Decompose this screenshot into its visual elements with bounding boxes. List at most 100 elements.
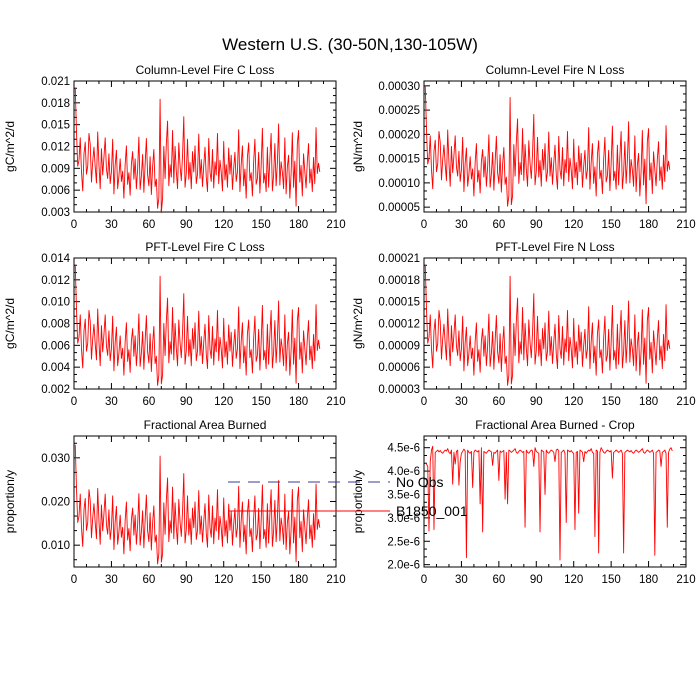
x-tick-label: 210 xyxy=(326,574,345,586)
x-tick-label: 210 xyxy=(326,396,345,408)
legend-label-b1850: B1850_001 xyxy=(396,503,468,519)
x-tick-label: 60 xyxy=(492,396,505,408)
plot-frame xyxy=(423,80,687,213)
legend-label-no-obs: No Obs xyxy=(396,474,443,490)
x-tick-label: 60 xyxy=(492,219,505,231)
x-tick-label: 30 xyxy=(455,574,468,586)
y-tick-label: 0.00005 xyxy=(378,202,420,214)
y-tick-label: 0.00020 xyxy=(378,129,420,141)
x-tick-label: 0 xyxy=(421,219,427,231)
series-line-b1850_001 xyxy=(424,264,671,386)
x-tick-label: 210 xyxy=(676,219,695,231)
y-tick-label: 0.004 xyxy=(41,362,70,374)
x-tick-label: 180 xyxy=(639,219,658,231)
x-tick-label: 30 xyxy=(455,219,468,231)
y-tick-label: 0.010 xyxy=(41,540,70,552)
x-tick-label: 120 xyxy=(214,219,233,231)
panel-title: PFT-Level Fire N Loss xyxy=(495,240,614,254)
chart-panel-1: Column-Level Fire C Loss gC/m^2/d 0 30 60 90 1… xyxy=(3,63,346,231)
y-tick-label: 0.00018 xyxy=(378,275,420,287)
x-tick-label: 150 xyxy=(602,396,621,408)
y-tick-label: 0.014 xyxy=(41,253,70,265)
chart-panel-6: Fractional Area Burned - Crop proportion/… xyxy=(351,418,696,586)
y-tick-label: 0.020 xyxy=(41,497,70,509)
y-tick-label: 0.00012 xyxy=(378,319,420,331)
x-tick-label: 30 xyxy=(105,396,118,408)
x-tick-label: 120 xyxy=(214,396,233,408)
y-tick-label: 0.010 xyxy=(41,297,70,309)
y-tick-label: 0.00025 xyxy=(378,105,420,117)
chart-panel-5: Fractional Area Burned proportion/y 0 30 60 9… xyxy=(3,418,346,586)
x-tick-label: 120 xyxy=(214,574,233,586)
plot-frame xyxy=(423,435,687,568)
y-tick-label: 0.009 xyxy=(41,163,70,175)
x-tick-label: 120 xyxy=(564,574,583,586)
x-tick-label: 30 xyxy=(105,574,118,586)
x-tick-label: 30 xyxy=(455,396,468,408)
x-tick-label: 150 xyxy=(602,219,621,231)
panel-title: Fractional Area Burned - Crop xyxy=(475,418,635,432)
x-tick-label: 180 xyxy=(639,396,658,408)
y-axis-label: gC/m^2/d xyxy=(3,121,17,172)
x-tick-label: 90 xyxy=(180,396,193,408)
x-tick-label: 0 xyxy=(421,396,427,408)
panel-title: Fractional Area Burned xyxy=(144,418,267,432)
series-line-b1850_001 xyxy=(424,85,671,207)
y-tick-label: 0.00003 xyxy=(378,384,420,396)
y-tick-label: 3.0e-6 xyxy=(387,513,420,525)
series-line-b1850_001 xyxy=(424,445,673,561)
legend: No Obs B1850_001 xyxy=(228,474,468,519)
x-tick-label: 0 xyxy=(71,219,77,231)
y-axis-label: gN/m^2/d xyxy=(351,298,365,349)
x-tick-label: 30 xyxy=(105,219,118,231)
y-tick-label: 0.00030 xyxy=(378,81,420,93)
chart-panel-3: PFT-Level Fire C Loss gC/m^2/d 0 30 60 90 120 1… xyxy=(3,240,346,408)
chart-panel-2: Column-Level Fire N Loss gN/m^2/d 0 30 60 90 1… xyxy=(351,63,696,231)
x-tick-label: 150 xyxy=(602,574,621,586)
y-tick-label: 3.5e-6 xyxy=(387,489,420,501)
x-tick-label: 0 xyxy=(71,574,77,586)
x-tick-label: 150 xyxy=(252,219,271,231)
y-tick-label: 0.00015 xyxy=(378,297,420,309)
x-tick-label: 180 xyxy=(289,574,308,586)
y-tick-label: 2.0e-6 xyxy=(387,560,420,572)
y-axis-label: gC/m^2/d xyxy=(3,298,17,349)
y-tick-label: 0.003 xyxy=(41,207,70,219)
x-tick-label: 180 xyxy=(639,574,658,586)
x-tick-label: 90 xyxy=(180,574,193,586)
y-axis-label: proportion/y xyxy=(3,470,17,533)
x-tick-label: 60 xyxy=(142,574,155,586)
x-tick-label: 120 xyxy=(564,219,583,231)
y-axis-label: proportion/y xyxy=(351,470,365,533)
y-tick-label: 0.00021 xyxy=(378,253,420,265)
series-line-b1850_001 xyxy=(74,264,321,386)
series-line-b1850_001 xyxy=(74,444,321,565)
figure-title: Western U.S. (30-50N,130-105W) xyxy=(222,35,478,54)
chart-panel-4: PFT-Level Fire N Loss gN/m^2/d 0 30 60 90 120 1… xyxy=(351,240,696,408)
panel-title: Column-Level Fire C Loss xyxy=(136,63,275,77)
series-line-b1850_001 xyxy=(74,87,321,214)
y-tick-label: 4.0e-6 xyxy=(387,466,420,478)
y-tick-label: 0.00010 xyxy=(378,178,420,190)
x-tick-label: 90 xyxy=(530,574,543,586)
x-tick-label: 150 xyxy=(252,396,271,408)
panels: Column-Level Fire C Loss gC/m^2/d 0 30 60 90 1… xyxy=(3,63,696,586)
y-tick-label: 0.00015 xyxy=(378,154,420,166)
y-tick-label: 0.002 xyxy=(41,384,70,396)
y-tick-label: 4.5e-6 xyxy=(387,443,420,455)
y-tick-label: 0.006 xyxy=(41,340,70,352)
x-tick-label: 60 xyxy=(492,574,505,586)
x-tick-label: 210 xyxy=(326,219,345,231)
y-tick-label: 0.018 xyxy=(41,98,70,110)
y-tick-label: 0.006 xyxy=(41,185,70,197)
x-tick-label: 210 xyxy=(676,396,695,408)
y-tick-label: 0.00009 xyxy=(378,340,420,352)
y-tick-label: 0.00006 xyxy=(378,362,420,374)
y-tick-label: 0.012 xyxy=(41,142,70,154)
x-tick-label: 180 xyxy=(289,219,308,231)
x-tick-label: 90 xyxy=(180,219,193,231)
x-tick-label: 90 xyxy=(530,219,543,231)
x-tick-label: 180 xyxy=(289,396,308,408)
